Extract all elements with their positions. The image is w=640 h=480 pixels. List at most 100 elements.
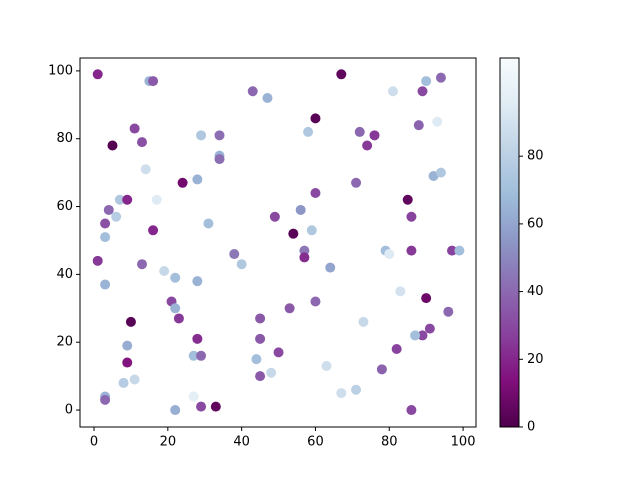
- y-tick-label: 20: [56, 335, 73, 350]
- point: [369, 130, 380, 141]
- point: [100, 218, 111, 229]
- point: [402, 194, 413, 205]
- y-tick-label: 40: [56, 267, 73, 282]
- point: [140, 164, 151, 175]
- point: [362, 140, 373, 151]
- point: [255, 371, 266, 382]
- point: [148, 225, 159, 236]
- point: [417, 330, 428, 341]
- point: [387, 86, 398, 97]
- point: [192, 174, 203, 185]
- point: [107, 140, 118, 151]
- point: [196, 130, 207, 141]
- point: [251, 354, 262, 365]
- point: [188, 350, 199, 361]
- point: [92, 69, 103, 80]
- point: [100, 394, 111, 405]
- point: [177, 177, 188, 188]
- x-tick-label: 80: [381, 435, 398, 450]
- point: [159, 265, 170, 276]
- point: [406, 211, 417, 222]
- point: [395, 286, 406, 297]
- y-tick-label: 100: [48, 63, 73, 78]
- point: [122, 340, 133, 351]
- point: [325, 262, 336, 273]
- point: [255, 333, 266, 344]
- colorbar-tick-label: 40: [527, 284, 544, 299]
- point: [137, 259, 148, 270]
- y-tick-label: 60: [56, 199, 73, 214]
- point: [269, 211, 280, 222]
- point: [170, 303, 181, 314]
- point: [432, 116, 443, 127]
- point: [196, 401, 207, 412]
- point: [92, 255, 103, 266]
- y-tick-label: 0: [65, 403, 73, 418]
- point: [358, 316, 369, 327]
- point: [299, 252, 310, 263]
- point: [151, 194, 162, 205]
- colorbar-tick-label: 0: [527, 420, 535, 435]
- point: [236, 259, 247, 270]
- point: [421, 293, 432, 304]
- point: [196, 350, 207, 361]
- point: [351, 384, 362, 395]
- colorbar-tick-label: 80: [527, 149, 544, 164]
- point: [447, 245, 458, 256]
- point: [122, 194, 133, 205]
- point: [129, 374, 140, 385]
- y-tick-label: 80: [56, 131, 73, 146]
- point: [188, 391, 199, 402]
- x-tick-label: 100: [451, 435, 476, 450]
- point: [435, 72, 446, 83]
- colorbar: [499, 57, 520, 428]
- point: [406, 245, 417, 256]
- point: [103, 204, 114, 215]
- point: [351, 177, 362, 188]
- point: [192, 276, 203, 287]
- point: [210, 401, 221, 412]
- point: [266, 367, 277, 378]
- point: [406, 405, 417, 416]
- point: [336, 388, 347, 399]
- point: [100, 279, 111, 290]
- point: [137, 137, 148, 148]
- point: [273, 347, 284, 358]
- point: [214, 154, 225, 165]
- point: [229, 249, 240, 260]
- point: [247, 86, 258, 97]
- point: [100, 232, 111, 243]
- point: [111, 211, 122, 222]
- x-tick-label: 40: [233, 435, 250, 450]
- point: [424, 323, 435, 334]
- colorbar-tick-label: 20: [527, 352, 544, 367]
- point: [336, 69, 347, 80]
- point: [173, 313, 184, 324]
- point: [192, 333, 203, 344]
- point: [129, 123, 140, 134]
- colorbar-tick-label: 60: [527, 216, 544, 231]
- point: [170, 405, 181, 416]
- point: [122, 357, 133, 368]
- point: [421, 76, 432, 87]
- point: [443, 306, 454, 317]
- point: [306, 225, 317, 236]
- point: [125, 316, 136, 327]
- point: [114, 194, 125, 205]
- point: [354, 126, 365, 137]
- point: [391, 343, 402, 354]
- point: [295, 204, 306, 215]
- plot-frame: [79, 57, 477, 428]
- point: [214, 130, 225, 141]
- point: [203, 218, 214, 229]
- point: [410, 330, 421, 341]
- x-tick-label: 20: [160, 435, 177, 450]
- point: [284, 303, 295, 314]
- point: [255, 313, 266, 324]
- point: [118, 377, 129, 388]
- point: [303, 126, 314, 137]
- x-tick-label: 0: [90, 435, 98, 450]
- point: [321, 360, 332, 371]
- point: [288, 228, 299, 239]
